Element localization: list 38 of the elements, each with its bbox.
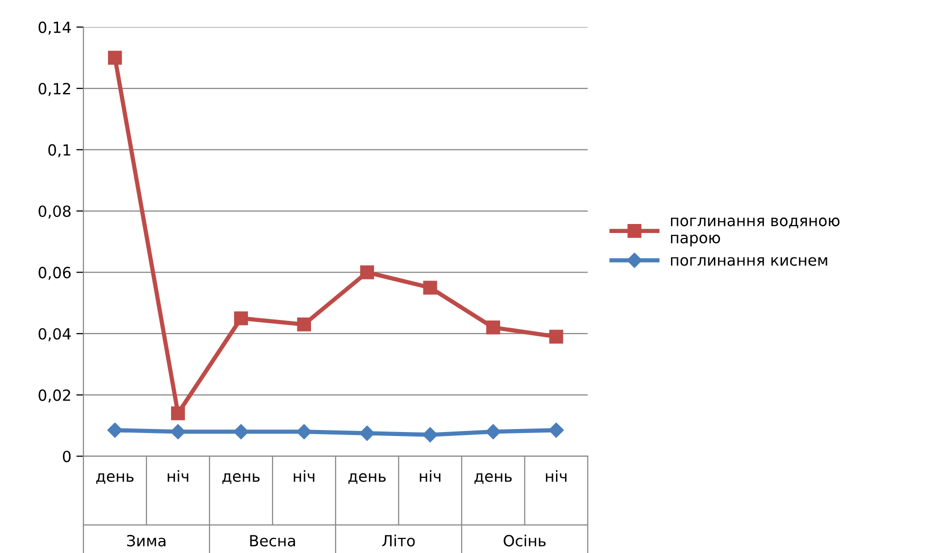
text: Весна xyxy=(250,535,295,546)
legend-label: поглинання киснем xyxy=(670,257,828,266)
point xyxy=(548,422,564,438)
y-tick-label: 0,04 xyxy=(38,328,71,342)
point xyxy=(360,426,375,441)
point xyxy=(486,424,501,440)
text: Осінь xyxy=(504,534,546,546)
y-tick-label: 0,14 xyxy=(38,22,71,35)
point xyxy=(108,50,122,65)
x-tick-label: ніч xyxy=(546,470,566,482)
point xyxy=(422,427,438,442)
point xyxy=(234,311,248,326)
point xyxy=(360,265,374,280)
point xyxy=(486,320,500,334)
text: Літо xyxy=(382,534,415,546)
point xyxy=(170,424,186,440)
legend-label: поглинання водяною парою xyxy=(670,218,840,246)
point xyxy=(171,406,185,420)
x-tick-label: день xyxy=(96,473,134,484)
y-tick-label: 0,02 xyxy=(38,389,70,402)
x-tick-label: день xyxy=(348,473,386,484)
x-tick-label: ніч xyxy=(168,470,188,482)
text: Зима xyxy=(127,534,166,546)
x-tick-label: ніч xyxy=(294,470,314,482)
y-tick-label: 0,08 xyxy=(38,205,71,219)
y-tick-label: 0 xyxy=(62,450,71,462)
point xyxy=(549,330,564,344)
point xyxy=(297,317,311,332)
x-tick-label: день xyxy=(474,473,512,484)
point xyxy=(107,422,123,438)
x-tick-label: день xyxy=(222,473,260,484)
y-tick-label: 0,12 xyxy=(38,82,70,96)
point xyxy=(233,424,249,440)
y-tick-label: 0,06 xyxy=(38,266,71,280)
y-tick-label: 0,1 xyxy=(48,144,70,158)
x-tick-label: ніч xyxy=(420,470,440,482)
point xyxy=(296,424,312,440)
point xyxy=(423,280,438,295)
